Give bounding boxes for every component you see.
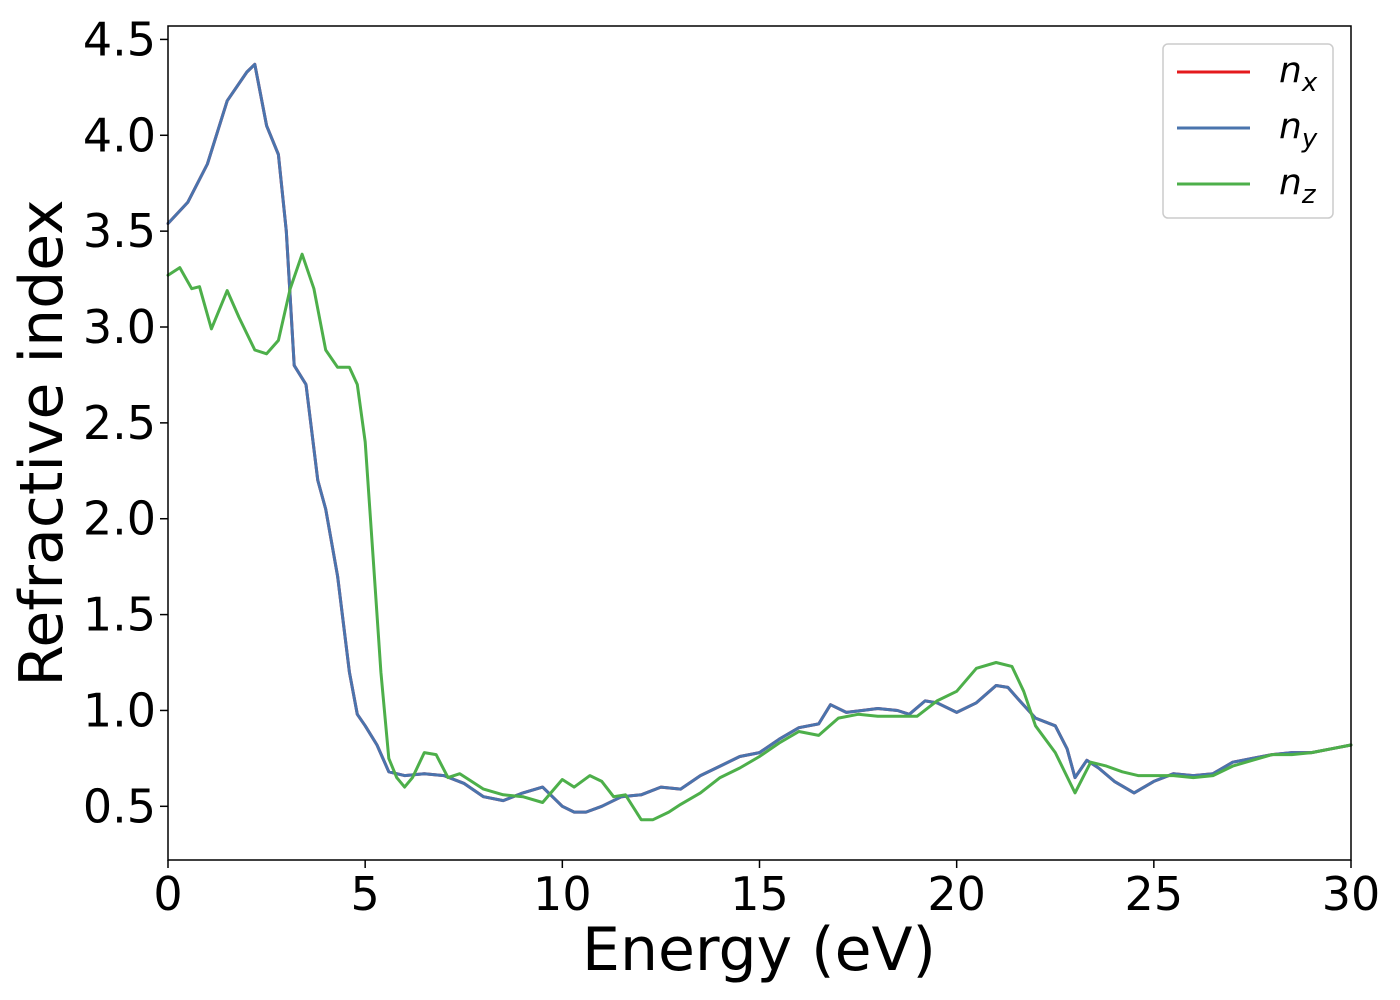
y-tick-label: 2.0	[83, 492, 156, 546]
x-tick-label: 10	[533, 867, 592, 921]
legend-label-y: ny	[1279, 106, 1318, 154]
y-tick-label: 2.5	[83, 396, 156, 450]
legend-box	[1162, 43, 1334, 219]
x-axis: 0 5 10 15 20 25 30	[153, 860, 1380, 921]
y-axis: 0.5 1.0 1.5 2.0 2.5 3.0 3.5 4.0 4.5	[83, 12, 168, 833]
x-axis-title: Energy (eV)	[582, 915, 936, 985]
x-tick-label: 15	[730, 867, 789, 921]
x-tick-label: 30	[1322, 867, 1381, 921]
y-tick-label: 4.0	[83, 108, 156, 162]
x-tick-label: 5	[351, 867, 380, 921]
y-tick-label: 1.5	[83, 588, 156, 642]
series-layer	[166, 62, 1353, 822]
y-tick-label: 4.5	[83, 12, 156, 66]
x-tick-label: 25	[1125, 867, 1184, 921]
y-tick-label: 1.0	[83, 683, 156, 737]
series-line-z	[166, 252, 1353, 822]
x-tick-label: 0	[153, 867, 182, 921]
y-tick-label: 3.5	[83, 204, 156, 258]
legend-label-x: nx	[1279, 50, 1318, 98]
y-tick-label: 3.0	[83, 300, 156, 354]
y-axis-title: Refractive index	[7, 199, 77, 686]
series-line-y	[166, 62, 1353, 814]
legend: nx ny nz	[1162, 43, 1334, 219]
y-tick-label: 0.5	[83, 779, 156, 833]
legend-label-z: nz	[1279, 162, 1317, 210]
x-tick-label: 20	[927, 867, 986, 921]
